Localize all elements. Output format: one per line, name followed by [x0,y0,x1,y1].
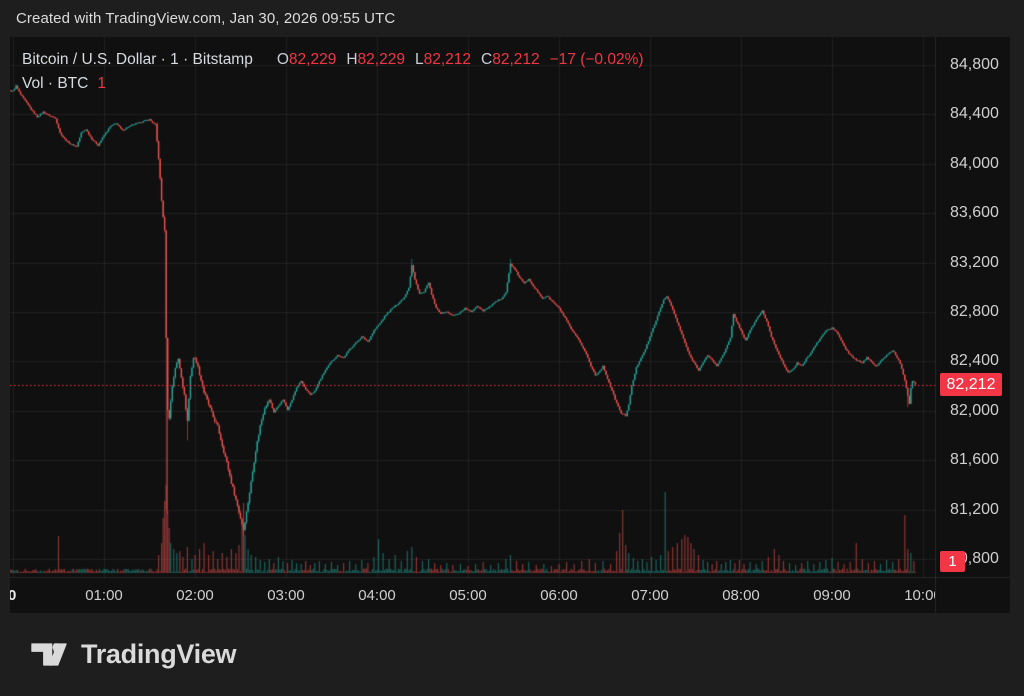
chart-panel: Bitcoin / U.S. Dollar · 1 · Bitstamp O 82… [10,37,1010,613]
y-axis-label: 82,800 [950,303,999,320]
legend-volume-row: Vol · BTC 1 [22,72,644,96]
x-axis-label: 0 [10,587,17,604]
y-axis-label: 84,000 [950,154,999,172]
volume-value: 1 [97,75,106,92]
tradingview-logo-icon [31,643,67,666]
x-axis-label: 07:00 [631,587,669,604]
tradingview-brand-link[interactable]: TradingView [30,639,237,670]
y-axis-label: 84,800 [950,56,999,73]
close-value: 82,212 [492,51,540,68]
created-with-text: Created with TradingView.com, Jan 30, 20… [16,10,396,27]
price-chart-canvas[interactable] [10,37,1010,613]
price-scale[interactable]: 84,800 84,400 84,000 83,600 83,200 82,800 82,4… [936,37,1010,577]
x-axis-label: 03:00 [267,587,305,604]
low-value: 82,212 [423,51,471,68]
change-value: −17 (−0.02%) [549,51,644,68]
low-label: L [414,51,424,68]
y-axis-label: 84,400 [950,105,999,123]
x-axis-label: 09:00 [813,587,851,604]
open-value: 82,229 [288,51,337,68]
high-label: H [346,51,358,68]
y-axis-label: 83,600 [950,204,999,222]
chart-legend: Bitcoin / U.S. Dollar · 1 · Bitstamp O 82… [22,48,644,96]
x-axis-label: 05:00 [449,587,487,604]
volume-value-badge: 1 [940,551,965,572]
legend-symbol-row: Bitcoin / U.S. Dollar · 1 · Bitstamp O 82… [22,48,644,72]
y-axis-label: 82,400 [950,352,999,370]
x-axis-label: 08:00 [722,587,760,604]
x-axis-label: 10:00 [904,587,935,604]
close-label: C [481,51,493,68]
high-value: 82,229 [357,51,405,68]
time-scale[interactable]: 0 01:00 02:00 03:00 04:00 05:00 06:00 07:00 08:0… [10,580,935,613]
y-axis-label: 81,600 [950,451,999,469]
y-axis-label: 83,200 [950,253,999,271]
volume-label: Vol · BTC [22,75,89,92]
x-axis-label: 01:00 [85,587,123,604]
y-axis-label: 82,000 [950,401,999,419]
topbar: Created with TradingView.com, Jan 30, 20… [0,0,1024,37]
tradingview-brand-text: TradingView [81,639,237,669]
x-axis-label: 06:00 [540,587,578,604]
y-axis-label: 81,200 [950,500,999,518]
legend-symbol: Bitcoin / U.S. Dollar · 1 · Bitstamp [22,51,253,68]
x-axis-label: 04:00 [358,587,396,604]
open-label: O [276,51,289,68]
footer: TradingView [0,613,1024,696]
last-price-badge: 82,212 [940,373,1002,397]
x-axis-label: 02:00 [176,587,214,604]
